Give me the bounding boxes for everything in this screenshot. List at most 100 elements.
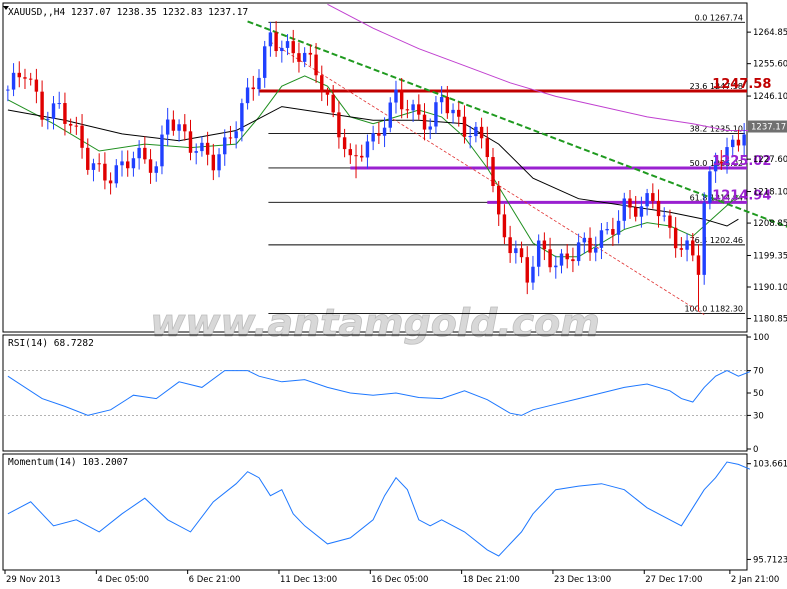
candle-body <box>576 242 581 262</box>
candle-body <box>28 78 33 80</box>
candle-body <box>308 52 313 55</box>
momentum-panel-frame <box>2 453 748 571</box>
candle-body <box>388 102 392 128</box>
candle-body <box>365 141 370 158</box>
candle-body <box>468 136 472 138</box>
chart-dropdown-icon[interactable] <box>3 6 9 10</box>
price-axis-label: 1227.60 <box>753 155 787 165</box>
momentum-line <box>7 461 751 557</box>
candle-body <box>542 240 547 250</box>
candle-body <box>633 207 638 217</box>
candle-body <box>325 91 330 95</box>
candle-body <box>445 96 450 114</box>
fib-drawdown-line <box>270 41 705 315</box>
candle-body <box>97 163 101 165</box>
candle-body <box>702 202 706 275</box>
candle-body <box>582 237 587 243</box>
price-axis-label: 1180.85 <box>753 315 787 325</box>
candle-body <box>205 142 210 155</box>
candle-body <box>605 229 609 231</box>
time-axis-label: 29 Nov 2013 <box>6 575 60 585</box>
candle-body <box>57 103 61 105</box>
price-axis-label: 1208.85 <box>753 219 787 229</box>
time-axis-label: 23 Dec 13:00 <box>554 575 611 585</box>
candle-body <box>331 94 335 113</box>
candle-body <box>434 102 438 127</box>
price-axis-label: 1255.60 <box>753 60 787 70</box>
candle-body <box>599 230 604 248</box>
price-level-label: 1214.94 <box>712 188 771 203</box>
candle-body <box>165 119 170 135</box>
fib-level-label: 23.6 1247.58 <box>690 82 743 91</box>
candle-body <box>611 229 615 235</box>
candle-body <box>405 109 410 111</box>
candle-body <box>731 139 735 148</box>
candle-body <box>519 248 524 258</box>
candle-body <box>656 200 661 217</box>
candle-body <box>514 248 518 254</box>
rsi-panel[interactable]: 100 70 50 30 0 RSI(14) 68.7282 <box>2 333 769 455</box>
candle-body <box>371 133 375 142</box>
candle-body <box>46 118 50 120</box>
candle-body <box>17 72 21 78</box>
candle-body <box>108 180 113 184</box>
price-panel[interactable]: www.antamgold.com 0.0 1267.74 23.6 1247.5… <box>2 2 787 345</box>
candle-body <box>120 161 124 166</box>
rsi-axis-label: 70 <box>753 367 764 377</box>
candle-body <box>685 240 689 250</box>
candle-body <box>68 123 73 126</box>
candle-body <box>183 124 187 132</box>
rsi-axis-label: 0 <box>753 445 758 455</box>
candle-body <box>314 54 318 76</box>
candle-body <box>679 248 684 250</box>
rsi-axis-label: 30 <box>753 411 764 421</box>
candle-body <box>354 155 358 157</box>
candle-body <box>742 134 746 146</box>
candle-body <box>131 158 136 169</box>
candle-body <box>302 52 307 62</box>
candle-body <box>240 103 244 132</box>
candle-body <box>508 237 512 254</box>
candle-body <box>691 240 695 256</box>
candle-body <box>34 79 39 92</box>
time-axis-label: 27 Dec 17:00 <box>645 575 702 585</box>
price-axis-label: 1190.10 <box>753 283 787 293</box>
candle-body <box>696 255 701 275</box>
candle-body <box>531 266 535 283</box>
candle-body <box>479 126 484 139</box>
price-axis-label: 1264.85 <box>753 28 787 38</box>
momentum-title: Momentum(14) 103.2007 <box>8 457 128 468</box>
candle-body <box>502 214 507 238</box>
candle-body <box>217 154 221 171</box>
momentum-axis-label: 103.6612 <box>753 460 787 470</box>
moving-average-line <box>327 3 750 131</box>
candle-body <box>422 114 427 130</box>
candle-body <box>251 87 255 90</box>
candle-body <box>725 147 729 164</box>
candle-body <box>40 91 44 120</box>
candle-body <box>228 137 233 139</box>
candle-body <box>262 46 267 78</box>
time-axis-label: 2 Jan 21:00 <box>731 575 779 585</box>
candle-body <box>428 126 432 130</box>
rsi-axis-label: 50 <box>753 389 764 399</box>
candle-body <box>439 96 444 103</box>
candle-body <box>668 215 672 228</box>
candle-body <box>103 163 107 181</box>
candle-body <box>320 75 324 92</box>
candle-body <box>154 166 158 173</box>
candle-body <box>548 249 552 268</box>
momentum-axis-label: 95.7123 <box>753 555 787 565</box>
price-axis-label: 1199.35 <box>753 251 787 261</box>
candle-body <box>143 147 147 160</box>
candle-body <box>177 124 181 131</box>
price-axis-label: 1246.10 <box>753 92 787 102</box>
momentum-panel[interactable]: 103.6612 95.7123 Momentum(14) 103.2007 <box>2 453 787 571</box>
fib-level-label: 38.2 1235.10 <box>690 125 743 134</box>
candle-body <box>525 257 529 283</box>
time-axis-label: 18 Dec 21:00 <box>463 575 520 585</box>
candle-body <box>63 103 67 124</box>
candle-body <box>462 116 467 137</box>
